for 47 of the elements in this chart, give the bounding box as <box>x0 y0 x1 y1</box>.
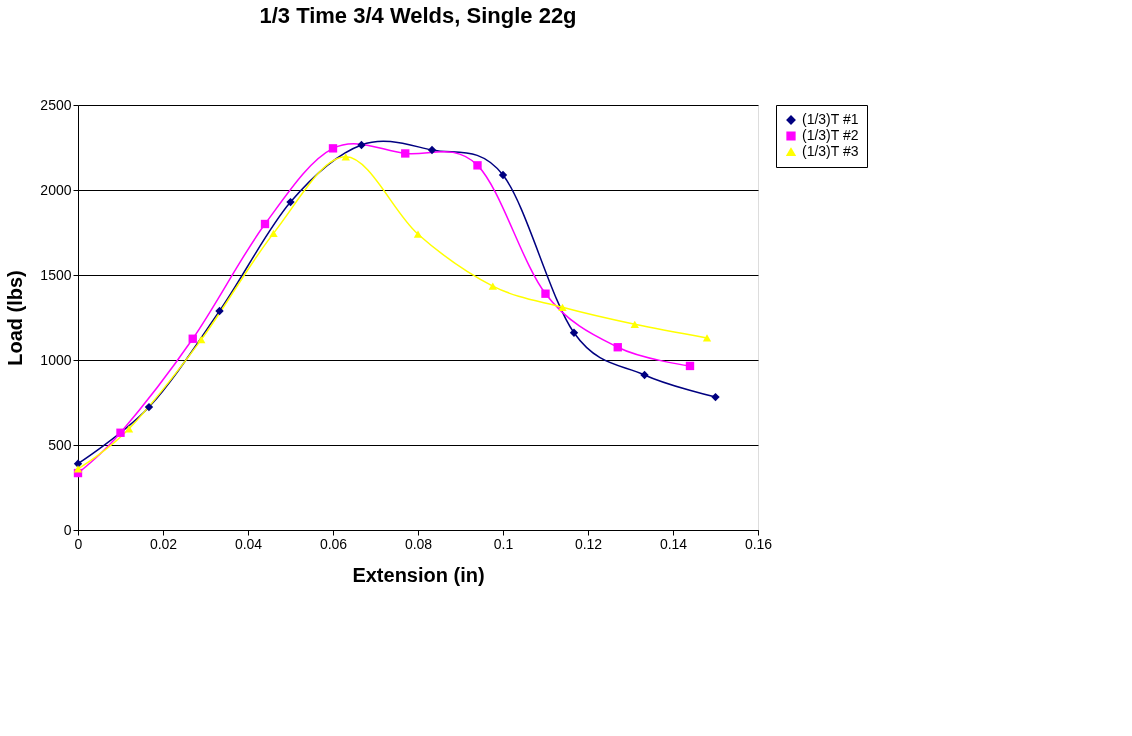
y-axis-title: Load (lbs) <box>4 270 27 366</box>
point <box>260 219 270 229</box>
x-tick-label: 0.1 <box>493 535 514 552</box>
y-tick-label: 2500 <box>40 96 72 113</box>
point <box>73 465 83 473</box>
point <box>685 361 695 371</box>
point <box>711 392 720 402</box>
x-axis-title: Extension (in) <box>352 563 485 586</box>
point <box>541 289 550 298</box>
point <box>144 402 154 412</box>
x-tick-label: 0.04 <box>234 535 263 552</box>
x-tick-label: 0.12 <box>574 535 603 552</box>
point <box>357 140 366 150</box>
x-tick-label: 0.02 <box>149 535 178 552</box>
point <box>558 303 567 311</box>
point <box>328 144 338 153</box>
chart-title: 1/3 Time 3/4 Welds, Single 22g <box>259 3 577 28</box>
x-tick-label: 0.06 <box>319 535 348 552</box>
y-tick-label: 1000 <box>40 351 72 368</box>
point <box>488 282 497 290</box>
point <box>413 230 423 238</box>
point <box>640 370 649 380</box>
point <box>569 328 579 337</box>
point <box>702 334 712 342</box>
point <box>473 161 482 170</box>
point <box>188 334 197 343</box>
point <box>197 335 206 344</box>
y-tick-label: 0 <box>63 521 72 538</box>
point <box>401 149 410 158</box>
point <box>116 428 125 437</box>
y-tick-label: 1500 <box>40 266 72 283</box>
y-tick-label: 500 <box>48 436 72 453</box>
point <box>498 170 508 180</box>
point <box>630 320 639 328</box>
x-tick-label: 0.08 <box>404 535 433 552</box>
y-tick-label: 2000 <box>40 181 72 198</box>
x-tick-label: 0.14 <box>659 535 688 552</box>
x-tick-label: 0 <box>74 535 83 552</box>
x-tick-label: 0.16 <box>744 535 773 552</box>
legend-label: (1/3)T #2 <box>802 127 859 143</box>
legend-label: (1/3)T #3 <box>802 143 859 159</box>
point <box>427 145 437 155</box>
point <box>613 343 622 352</box>
point <box>286 197 295 207</box>
point <box>269 229 278 237</box>
point <box>215 306 224 316</box>
legend-label: (1/3)T #1 <box>802 111 859 127</box>
